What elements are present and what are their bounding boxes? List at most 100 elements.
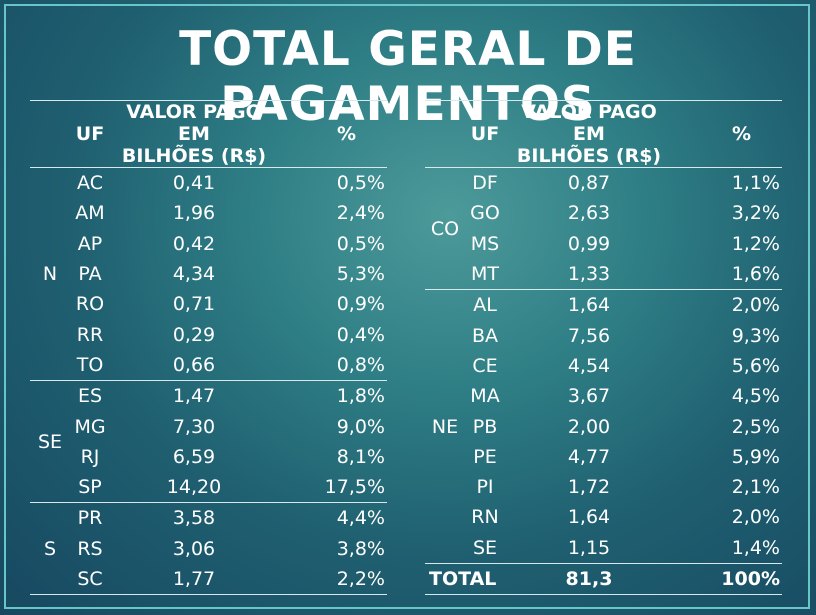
left-payments-table: UF VALOR PAGO EM BILHÕES (R$) % N AC 0,41 0… (30, 100, 387, 595)
valor-cell: 2,00 (567, 415, 611, 438)
valor-cell: 0,41 (172, 172, 216, 195)
pct-cell: 2,5% (731, 415, 780, 438)
table-row: PE 4,77 5,9% (425, 442, 782, 472)
uf-cell: PR (77, 507, 103, 530)
pct-cell: 0,8% (336, 353, 385, 376)
valor-cell: 0,87 (567, 172, 611, 195)
uf-cell: RJ (80, 445, 100, 468)
pct-cell: 4,4% (336, 507, 385, 530)
valor-cell: 1,72 (567, 476, 611, 499)
table-row: CO DF 0,87 1,1% (425, 168, 782, 239)
valor-header-line1: VALOR PAGO EM (126, 101, 262, 145)
table-row: N AC 0,41 0,5% (30, 168, 387, 285)
table-row: MT 1,33 1,6% (425, 259, 782, 290)
uf-cell: AP (77, 232, 103, 255)
table-row: SE ES 1,47 1,8% (30, 380, 387, 453)
table-row: TO 0,66 0,8% (30, 350, 387, 381)
region-header (425, 101, 465, 168)
table-row: MA 3,67 4,5% (425, 381, 782, 411)
total-pct: 100% (721, 568, 780, 590)
valor-cell: 14,20 (166, 476, 222, 499)
pct-cell: 0,5% (336, 172, 385, 195)
pct-cell: 3,8% (336, 537, 385, 560)
pct-cell: 5,6% (731, 354, 780, 377)
valor-cell: 7,30 (172, 415, 216, 438)
total-row: TOTAL 81,3 100% (425, 563, 782, 595)
valor-cell: 1,64 (567, 506, 611, 529)
table-row: CE 4,54 5,6% (425, 351, 782, 381)
table-row: MS 0,99 1,2% (425, 229, 782, 259)
table-row: RS 3,06 3,8% (30, 534, 387, 564)
table-row: RN 1,64 2,0% (425, 502, 782, 532)
uf-cell: PI (476, 476, 494, 499)
pct-header: % (336, 123, 357, 145)
table-row: SP 14,20 17,5% (30, 472, 387, 503)
pct-cell: 2,4% (336, 202, 385, 225)
pct-cell: 9,0% (336, 415, 385, 438)
table-header-row: UF VALOR PAGO EM BILHÕES (R$) % (425, 100, 782, 168)
valor-cell: 3,58 (172, 507, 216, 530)
pct-cell: 1,8% (336, 385, 385, 408)
uf-cell: PB (472, 415, 498, 438)
uf-cell: ES (77, 385, 103, 408)
table-row: AM 1,96 2,4% (30, 198, 387, 228)
region-cell: N (42, 263, 58, 286)
valor-cell: 0,66 (172, 353, 216, 376)
pct-cell: 0,5% (336, 232, 385, 255)
table-header-row: UF VALOR PAGO EM BILHÕES (R$) % (30, 100, 387, 168)
valor-cell: 0,42 (172, 232, 216, 255)
uf-cell: TO (76, 353, 104, 376)
table-row: SE 1,15 1,4% (425, 533, 782, 564)
valor-cell: 3,67 (567, 385, 611, 408)
uf-cell: PA (78, 263, 102, 286)
uf-cell: CE (472, 354, 498, 377)
valor-cell: 4,34 (172, 263, 216, 286)
region-header (30, 101, 70, 168)
table-row: AP 0,42 0,5% (30, 229, 387, 259)
pct-cell: 1,1% (731, 172, 780, 195)
uf-cell: BA (471, 324, 499, 347)
valor-cell: 4,54 (567, 354, 611, 377)
valor-cell: 3,06 (172, 537, 216, 560)
table-row: BA 7,56 9,3% (425, 320, 782, 350)
valor-cell: 1,15 (567, 536, 611, 559)
table-row: RJ 6,59 8,1% (30, 442, 387, 472)
total-label: TOTAL (429, 568, 497, 590)
uf-cell: RN (471, 506, 499, 529)
uf-header: UF (75, 123, 105, 145)
valor-cell: 6,59 (172, 445, 216, 468)
uf-cell: MG (74, 415, 106, 438)
pct-cell: 2,2% (336, 568, 385, 590)
table-row: RR 0,29 0,4% (30, 319, 387, 349)
table-row: S PR 3,58 4,4% (30, 502, 387, 560)
uf-cell: AC (77, 172, 103, 195)
valor-cell: 1,33 (567, 263, 611, 286)
table-row: PI 1,72 2,1% (425, 472, 782, 502)
valor-cell: 0,99 (567, 232, 611, 255)
valor-cell: 0,29 (172, 323, 216, 346)
uf-cell: SE (472, 536, 498, 559)
pct-cell: 1,6% (731, 263, 780, 286)
pct-cell: 2,0% (731, 294, 780, 317)
valor-cell: 1,96 (172, 202, 216, 225)
total-valor: 81,3 (565, 568, 613, 590)
uf-cell: MS (470, 232, 500, 255)
valor-cell: 7,56 (567, 324, 611, 347)
valor-cell: 4,77 (567, 445, 611, 468)
uf-cell: GO (470, 202, 500, 225)
pct-cell: 1,2% (731, 232, 780, 255)
table-row: PA 4,34 5,3% (30, 259, 387, 289)
table-row: RO 0,71 0,9% (30, 289, 387, 319)
pct-cell: 1,4% (731, 536, 780, 559)
uf-cell: RR (76, 323, 104, 346)
valor-cell: 0,71 (172, 293, 216, 316)
slide-frame (4, 4, 810, 609)
pct-cell: 8,1% (336, 445, 385, 468)
valor-cell: 1,77 (172, 568, 216, 590)
right-payments-table: UF VALOR PAGO EM BILHÕES (R$) % CO DF 0,87… (425, 100, 782, 595)
table-row: SC 1,77 2,2% (30, 564, 387, 595)
region-cell: SE (37, 430, 63, 453)
valor-header: VALOR PAGO EM BILHÕES (R$) (505, 101, 673, 168)
pct-header: % (731, 123, 752, 145)
pct-cell: 2,1% (731, 476, 780, 499)
